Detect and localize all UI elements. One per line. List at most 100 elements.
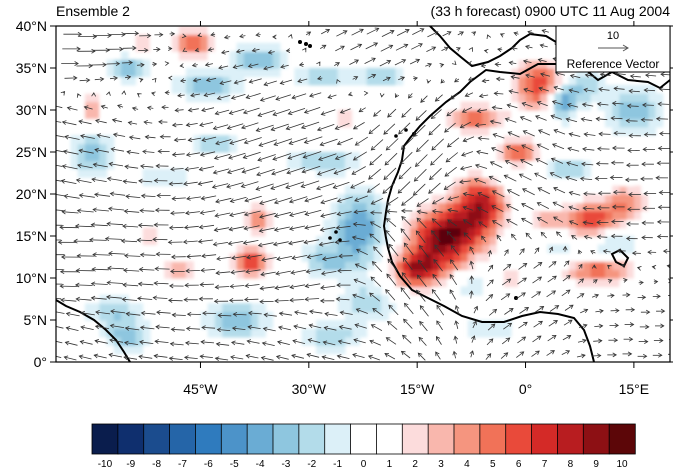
wind-arrow bbox=[534, 247, 540, 254]
anomaly-cell bbox=[99, 110, 108, 119]
wind-arrow bbox=[483, 48, 489, 54]
anomaly-cell bbox=[149, 168, 158, 178]
anomaly-cell bbox=[446, 101, 454, 111]
anomaly-cell bbox=[164, 168, 173, 178]
anomaly-cell bbox=[503, 261, 512, 271]
anomaly-cell bbox=[178, 261, 187, 271]
wind-arrow bbox=[233, 79, 247, 85]
wind-arrow bbox=[430, 109, 442, 120]
anomaly-cell bbox=[561, 202, 570, 212]
wind-arrow bbox=[107, 265, 125, 271]
anomaly-cell bbox=[92, 168, 100, 178]
anomaly-cell bbox=[113, 328, 122, 338]
anomaly-cell bbox=[590, 202, 599, 212]
anomaly-cell bbox=[576, 168, 584, 178]
wind-arrow bbox=[447, 219, 457, 227]
wind-arrow bbox=[447, 196, 460, 201]
wind-arrow bbox=[201, 107, 215, 113]
anomaly-cell bbox=[417, 252, 425, 262]
wind-arrow bbox=[476, 206, 489, 213]
anomaly-cell bbox=[554, 101, 563, 111]
anomaly-cell bbox=[229, 51, 238, 61]
anomaly-cell bbox=[308, 252, 317, 262]
anomaly-cell bbox=[619, 118, 628, 128]
wind-arrow bbox=[577, 278, 585, 284]
anomaly-cell bbox=[77, 168, 86, 178]
colorbar-label: 10 bbox=[617, 459, 629, 470]
anomaly-cell bbox=[323, 219, 332, 229]
colorbar-swatch bbox=[453, 423, 481, 455]
anomaly-cell bbox=[359, 303, 368, 313]
wind-arrow bbox=[382, 182, 396, 194]
anomaly-cell bbox=[99, 160, 108, 170]
colorbar-label: -9 bbox=[126, 459, 135, 470]
wind-arrow bbox=[339, 310, 353, 316]
anomaly-cell bbox=[626, 278, 635, 287]
anomaly-cell bbox=[532, 93, 541, 103]
anomaly-cell bbox=[186, 26, 194, 35]
wind-arrow bbox=[436, 320, 443, 331]
wind-arrow bbox=[140, 163, 154, 169]
anomaly-cell bbox=[251, 311, 259, 321]
anomaly-cell bbox=[597, 202, 606, 212]
anomaly-cell bbox=[467, 227, 476, 237]
wind-arrow bbox=[291, 93, 307, 100]
anomaly-cell bbox=[583, 227, 592, 237]
colorbar-label: 0 bbox=[361, 459, 367, 470]
anomaly-cell bbox=[604, 84, 613, 94]
anomaly-cell bbox=[402, 219, 411, 229]
anomaly-cell bbox=[294, 152, 303, 161]
anomaly-cell bbox=[214, 143, 223, 153]
anomaly-cell bbox=[511, 194, 519, 203]
anomaly-cell bbox=[121, 303, 129, 313]
wind-arrow bbox=[186, 311, 202, 317]
anomaly-cell bbox=[279, 59, 288, 69]
anomaly-cell bbox=[352, 294, 360, 304]
wind-arrow bbox=[622, 292, 631, 298]
wind-arrow bbox=[638, 280, 644, 286]
anomaly-cell bbox=[446, 269, 454, 279]
anomaly-cell bbox=[258, 303, 267, 313]
wind-arrow bbox=[627, 206, 640, 212]
anomaly-cell bbox=[424, 219, 433, 229]
anomaly-cell bbox=[568, 261, 577, 271]
anomaly-cell bbox=[446, 210, 454, 220]
anomaly-cell bbox=[128, 59, 137, 69]
colorbar-swatch bbox=[505, 423, 533, 455]
wind-arrow bbox=[213, 227, 230, 233]
wind-arrow bbox=[456, 47, 461, 52]
anomaly-cell bbox=[236, 51, 245, 61]
anomaly-cell bbox=[525, 210, 534, 220]
wind-arrow bbox=[304, 224, 321, 230]
wind-arrow bbox=[534, 306, 545, 313]
wind-arrow bbox=[607, 293, 615, 299]
wind-arrow bbox=[416, 289, 426, 302]
anomaly-cell bbox=[597, 101, 606, 111]
anomaly-cell bbox=[655, 101, 664, 111]
anomaly-cell bbox=[84, 143, 93, 153]
wind-arrow bbox=[659, 131, 670, 136]
wind-arrow bbox=[319, 226, 336, 232]
wind-arrow bbox=[215, 197, 232, 204]
anomaly-cell bbox=[200, 51, 209, 61]
wind-arrow bbox=[481, 235, 487, 243]
wind-arrow bbox=[510, 46, 518, 51]
wind-arrow bbox=[519, 307, 530, 314]
anomaly-cell bbox=[612, 244, 621, 254]
anomaly-cell bbox=[344, 278, 353, 287]
wind-arrow bbox=[64, 134, 80, 140]
anomaly-cell bbox=[344, 68, 353, 77]
wind-arrow bbox=[638, 339, 649, 344]
anomaly-cell bbox=[438, 202, 447, 212]
wind-arrow bbox=[489, 161, 503, 168]
wind-arrow bbox=[351, 166, 366, 175]
anomaly-cell bbox=[135, 68, 144, 77]
wind-arrow bbox=[263, 65, 274, 71]
wind-arrow bbox=[519, 116, 532, 122]
anomaly-cell bbox=[388, 269, 397, 279]
anomaly-cell bbox=[352, 68, 360, 77]
wind-arrow bbox=[532, 335, 542, 343]
wind-arrow bbox=[198, 296, 213, 302]
anomaly-cell bbox=[467, 194, 476, 203]
wind-arrow bbox=[154, 32, 164, 38]
